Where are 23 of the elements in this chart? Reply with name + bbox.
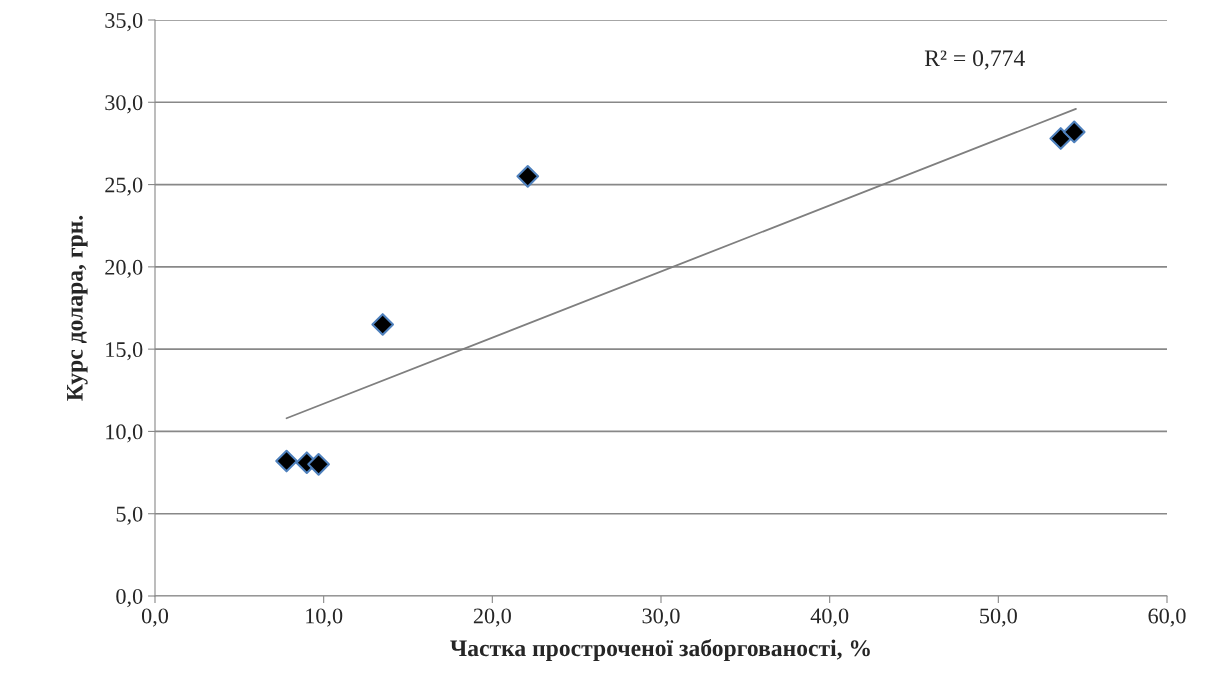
point bbox=[275, 449, 298, 473]
x-tick-label: 30,0 bbox=[642, 608, 680, 627]
y-tick-label: 35,0 bbox=[105, 12, 143, 32]
x-tick-label: 20,0 bbox=[473, 608, 511, 627]
y-tick-label: 30,0 bbox=[105, 95, 143, 114]
x-tick-label: 60,0 bbox=[1148, 608, 1186, 627]
y-tick-label: 0,0 bbox=[116, 588, 143, 608]
x-tick-label: 50,0 bbox=[980, 608, 1017, 627]
x-tick-label: 40,0 bbox=[810, 608, 849, 627]
x-tick-label: 10,0 bbox=[306, 608, 343, 627]
y-tick-label: 5,0 bbox=[116, 506, 143, 525]
point bbox=[307, 453, 330, 476]
y-tick-label: 15,0 bbox=[106, 342, 143, 361]
y-tick-label: 10,0 bbox=[106, 424, 143, 443]
y-tick-label: 25,0 bbox=[105, 177, 143, 196]
point bbox=[371, 313, 395, 336]
annotation: R² = 0,774 bbox=[924, 50, 1025, 70]
x-tick-label: 0,0 bbox=[141, 608, 169, 627]
y-tick-label: 20,0 bbox=[105, 259, 143, 278]
x-axis-title: Частка простроченої заборгованості, % bbox=[450, 639, 870, 661]
point bbox=[516, 165, 540, 188]
y-axis-title: Курс долара, грн. bbox=[67, 215, 88, 401]
point bbox=[1062, 120, 1086, 144]
